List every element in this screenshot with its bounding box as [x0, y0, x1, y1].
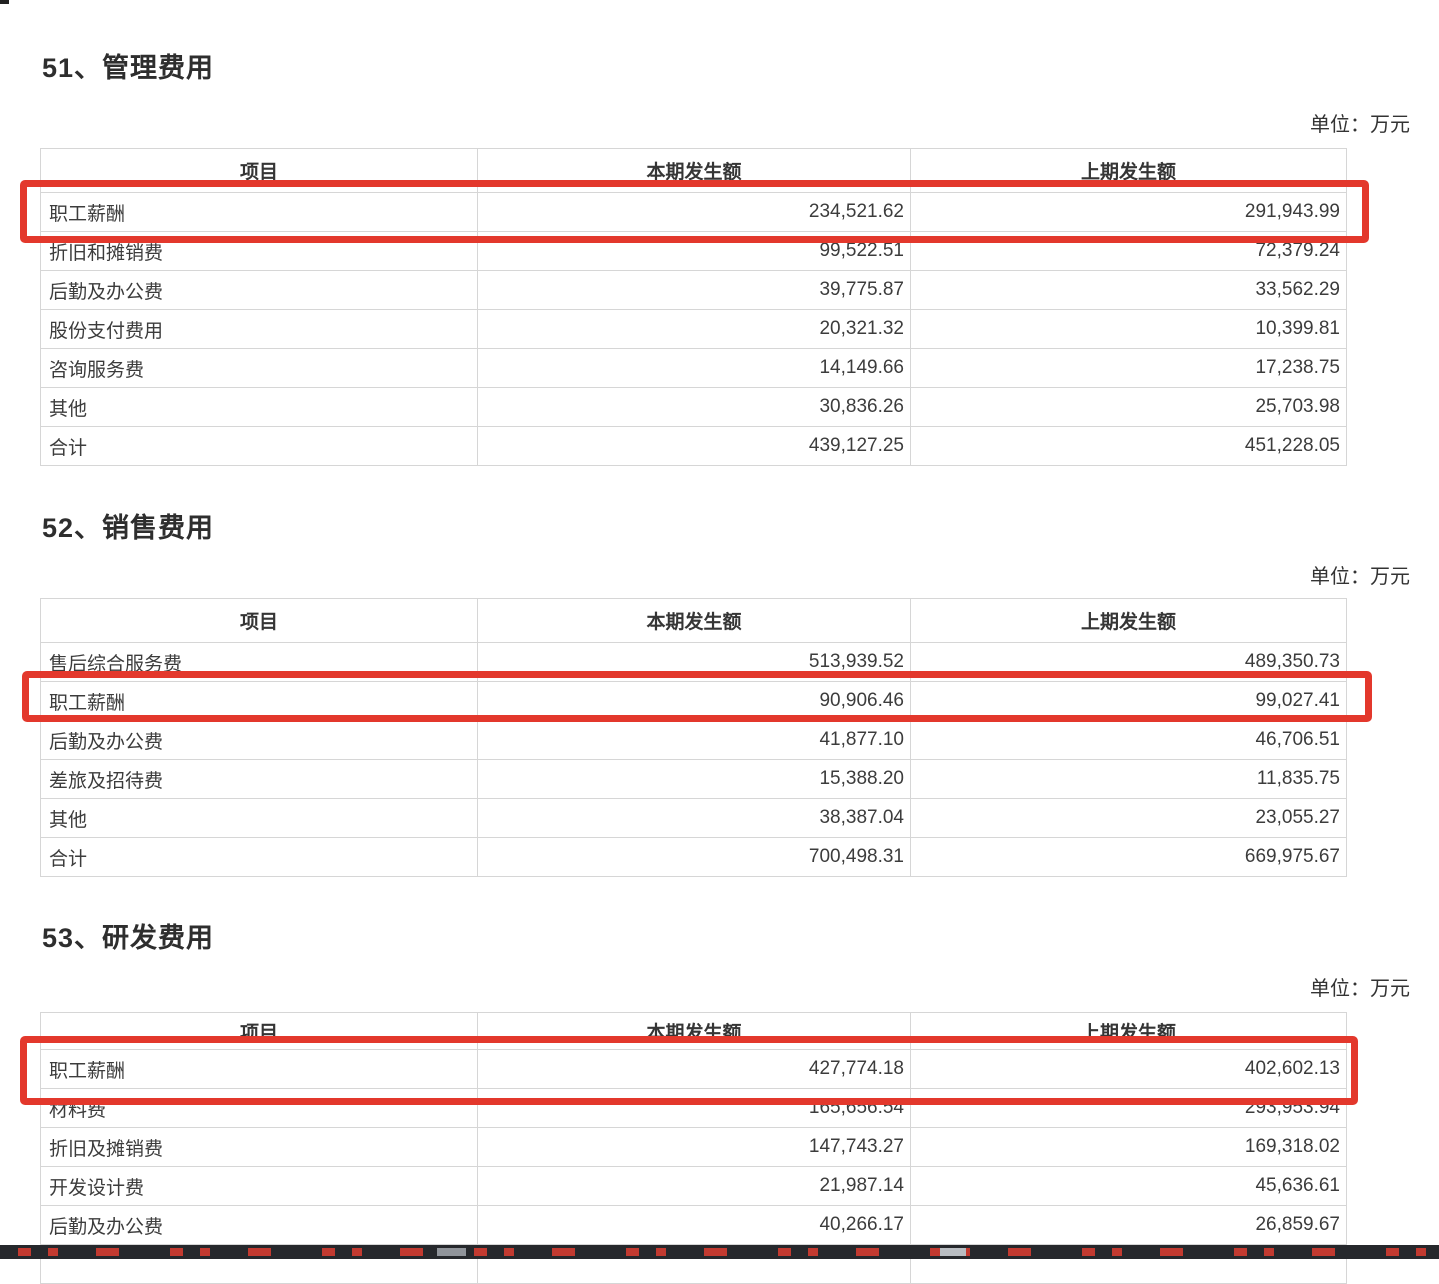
cell-current: 14,149.66 — [477, 348, 911, 388]
cell-prior: 33,562.29 — [910, 270, 1347, 310]
unit-label-52: 单位：万元 — [1310, 566, 1410, 588]
table-row: 材料费 165,656.54 293,953.94 — [40, 1088, 1347, 1128]
table-row: 后勤及办公费 41,877.10 46,706.51 — [40, 720, 1347, 760]
column-header-current: 本期发生额 — [477, 1012, 911, 1050]
cell-item: 后勤及办公费 — [40, 720, 478, 760]
cell-current: 513,939.52 — [477, 642, 911, 682]
column-header-current: 本期发生额 — [477, 148, 911, 193]
column-header-item: 项目 — [40, 598, 478, 643]
table-row: 其他 30,836.26 25,703.98 — [40, 387, 1347, 427]
screen-edge-artifact — [0, 0, 9, 4]
table-row: 折旧和摊销费 99,522.51 72,379.24 — [40, 231, 1347, 271]
column-header-prior: 上期发生额 — [910, 598, 1347, 643]
cell-prior: 291,943.99 — [910, 192, 1347, 232]
unit-label-53: 单位：万元 — [1310, 978, 1410, 1000]
column-header-prior: 上期发生额 — [910, 148, 1347, 193]
cell-item: 后勤及办公费 — [40, 1205, 478, 1245]
cell-current: 439,127.25 — [477, 426, 911, 466]
table-row: 职工薪酬 234,521.62 291,943.99 — [40, 192, 1347, 232]
cell-item: 职工薪酬 — [40, 681, 478, 721]
cell-current: 90,906.46 — [477, 681, 911, 721]
cell-item: 合计 — [40, 426, 478, 466]
section-title-52: 52、销售费用 — [42, 513, 215, 544]
stock-ticker-bar — [0, 1245, 1439, 1259]
cell-current: 40,266.17 — [477, 1205, 911, 1245]
table-row: 职工薪酬 427,774.18 402,602.13 — [40, 1049, 1347, 1089]
cell-current: 427,774.18 — [477, 1049, 911, 1089]
cell-prior: 99,027.41 — [910, 681, 1347, 721]
cell-prior: 11,835.75 — [910, 759, 1347, 799]
table-header-row: 项目 本期发生额 上期发生额 — [40, 598, 1347, 643]
cell-item: 售后综合服务费 — [40, 642, 478, 682]
cell-prior: 10,399.81 — [910, 309, 1347, 349]
cell-item: 股份支付费用 — [40, 309, 478, 349]
cell-current: 147,743.27 — [477, 1127, 911, 1167]
cell-item: 咨询服务费 — [40, 348, 478, 388]
table-row: 后勤及办公费 39,775.87 33,562.29 — [40, 270, 1347, 310]
table-row: 折旧及摊销费 147,743.27 169,318.02 — [40, 1127, 1347, 1167]
table-row: 后勤及办公费 40,266.17 26,859.67 — [40, 1205, 1347, 1245]
cell-prior: 45,636.61 — [910, 1166, 1347, 1206]
cell-prior: 402,602.13 — [910, 1049, 1347, 1089]
column-header-item: 项目 — [40, 1012, 478, 1050]
cell-current: 39,775.87 — [477, 270, 911, 310]
column-header-current: 本期发生额 — [477, 598, 911, 643]
cell-prior: 25,703.98 — [910, 387, 1347, 427]
cell-prior: 72,379.24 — [910, 231, 1347, 271]
table-row: 咨询服务费 14,149.66 17,238.75 — [40, 348, 1347, 388]
cell-prior: 451,228.05 — [910, 426, 1347, 466]
cell-current: 38,387.04 — [477, 798, 911, 838]
cell-prior: 26,859.67 — [910, 1205, 1347, 1245]
cell-current: 21,987.14 — [477, 1166, 911, 1206]
table-row: 合计 439,127.25 451,228.05 — [40, 426, 1347, 466]
cell-current: 41,877.10 — [477, 720, 911, 760]
table-admin-expenses: 项目 本期发生额 上期发生额 职工薪酬 234,521.62 291,943.9… — [40, 148, 1347, 466]
column-header-prior: 上期发生额 — [910, 1012, 1347, 1050]
ticker-text-fragments — [0, 1248, 1439, 1256]
cell-item: 职工薪酬 — [40, 192, 478, 232]
cell-current: 20,321.32 — [477, 309, 911, 349]
cell-current: 165,656.54 — [477, 1088, 911, 1128]
table-row: 差旅及招待费 15,388.20 11,835.75 — [40, 759, 1347, 799]
cell-current: 15,388.20 — [477, 759, 911, 799]
cell-item: 合计 — [40, 837, 478, 877]
table-row: 开发设计费 21,987.14 45,636.61 — [40, 1166, 1347, 1206]
cell-prior: 23,055.27 — [910, 798, 1347, 838]
table-row: 职工薪酬 90,906.46 99,027.41 — [40, 681, 1347, 721]
cell-item: 后勤及办公费 — [40, 270, 478, 310]
cell-current: 30,836.26 — [477, 387, 911, 427]
cell-item: 材料费 — [40, 1088, 478, 1128]
section-title-51: 51、管理费用 — [42, 53, 215, 84]
cell-item: 职工薪酬 — [40, 1049, 478, 1089]
cell-current: 700,498.31 — [477, 837, 911, 877]
table-row: 股份支付费用 20,321.32 10,399.81 — [40, 309, 1347, 349]
cell-prior: 489,350.73 — [910, 642, 1347, 682]
cell-current: 99,522.51 — [477, 231, 911, 271]
cell-prior: 169,318.02 — [910, 1127, 1347, 1167]
table-row: 其他 38,387.04 23,055.27 — [40, 798, 1347, 838]
table-row: 售后综合服务费 513,939.52 489,350.73 — [40, 642, 1347, 682]
cell-item: 差旅及招待费 — [40, 759, 478, 799]
cell-prior: 46,706.51 — [910, 720, 1347, 760]
cell-prior: 17,238.75 — [910, 348, 1347, 388]
cell-item: 开发设计费 — [40, 1166, 478, 1206]
cell-prior: 293,953.94 — [910, 1088, 1347, 1128]
table-header-row: 项目 本期发生额 上期发生额 — [40, 148, 1347, 193]
section-title-53: 53、研发费用 — [42, 923, 215, 954]
table-selling-expenses: 项目 本期发生额 上期发生额 售后综合服务费 513,939.52 489,35… — [40, 598, 1347, 877]
table-rd-expenses: 项目 本期发生额 上期发生额 职工薪酬 427,774.18 402,602.1… — [40, 1012, 1347, 1284]
cell-prior: 669,975.67 — [910, 837, 1347, 877]
unit-label-51: 单位：万元 — [1310, 114, 1410, 136]
table-row: 合计 700,498.31 669,975.67 — [40, 837, 1347, 877]
column-header-item: 项目 — [40, 148, 478, 193]
cell-current: 234,521.62 — [477, 192, 911, 232]
cell-item: 折旧及摊销费 — [40, 1127, 478, 1167]
table-header-row: 项目 本期发生额 上期发生额 — [40, 1012, 1347, 1050]
cell-item: 其他 — [40, 387, 478, 427]
cell-item: 其他 — [40, 798, 478, 838]
cell-item: 折旧和摊销费 — [40, 231, 478, 271]
